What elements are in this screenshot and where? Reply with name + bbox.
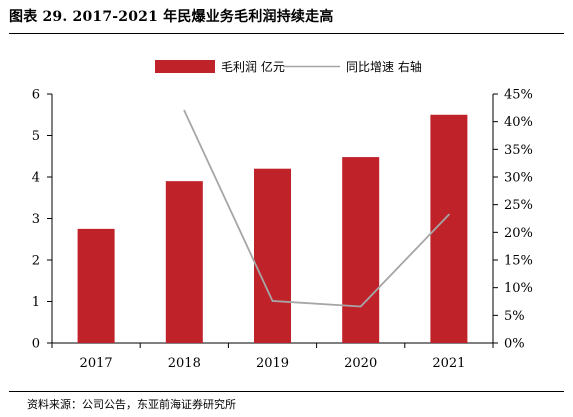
bar-2020: [342, 157, 380, 343]
line-point-2021: [448, 213, 450, 216]
source-note: 资料来源：公司公告，东亚前海证券研究所: [27, 398, 236, 411]
y-left-tick-label: 0: [32, 337, 40, 352]
bar-2019: [254, 168, 291, 343]
y-right-tick-label: 0%: [504, 337, 525, 352]
chart-title: 图表 29. 2017-2021 年民爆业务毛利润持续走高: [9, 9, 334, 25]
bar-2017: [77, 228, 115, 343]
y-left-tick-label: 6: [32, 88, 40, 103]
y-left-tick-label: 4: [32, 171, 40, 186]
bar-2018: [165, 181, 203, 343]
x-tick-label: 2021: [432, 356, 465, 371]
bar-series: [77, 114, 468, 343]
growth-line: [183, 110, 450, 308]
y-right-tick-label: 45%: [504, 88, 533, 103]
y-right-tick-label: 30%: [504, 171, 533, 186]
legend-label-bar: 毛利润 亿元: [221, 59, 285, 74]
x-tick-label: 2017: [80, 356, 113, 371]
y-right-tick-label: 10%: [504, 281, 533, 296]
y-left-tick-label: 5: [32, 129, 40, 144]
legend: 毛利润 亿元 同比增速 右轴: [155, 59, 422, 74]
line-series: [183, 109, 450, 308]
y-right-tick-label: 40%: [504, 115, 533, 130]
y-right-tick-label: 20%: [504, 226, 533, 241]
line-point-2020: [359, 305, 362, 308]
x-tick-label: 2018: [168, 356, 201, 371]
y-left-tick-label: 3: [32, 212, 40, 227]
bar-2021: [430, 114, 468, 343]
x-tick-label: 2020: [344, 356, 377, 371]
y-left-tick-label: 1: [32, 295, 40, 310]
title-divider: [9, 33, 564, 34]
source-divider: [9, 391, 564, 392]
y-left-tick-label: 2: [32, 254, 40, 269]
line-point-2018: [183, 109, 186, 112]
legend-label-line: 同比增速 右轴: [346, 59, 422, 74]
legend-swatch-bar: [155, 60, 215, 73]
y-right-tick-label: 5%: [504, 309, 525, 324]
y-right-tick-label: 25%: [504, 198, 533, 213]
axes: 0 1 2 3 4 5 6 0% 5% 10% 15% 20% 25% 30% 35% 40% 45% 2017 2…: [32, 88, 533, 372]
y-right-tick-label: 35%: [504, 143, 533, 158]
x-tick-label: 2019: [256, 356, 289, 371]
y-right-tick-label: 15%: [504, 254, 533, 269]
line-point-2019: [271, 300, 274, 302]
